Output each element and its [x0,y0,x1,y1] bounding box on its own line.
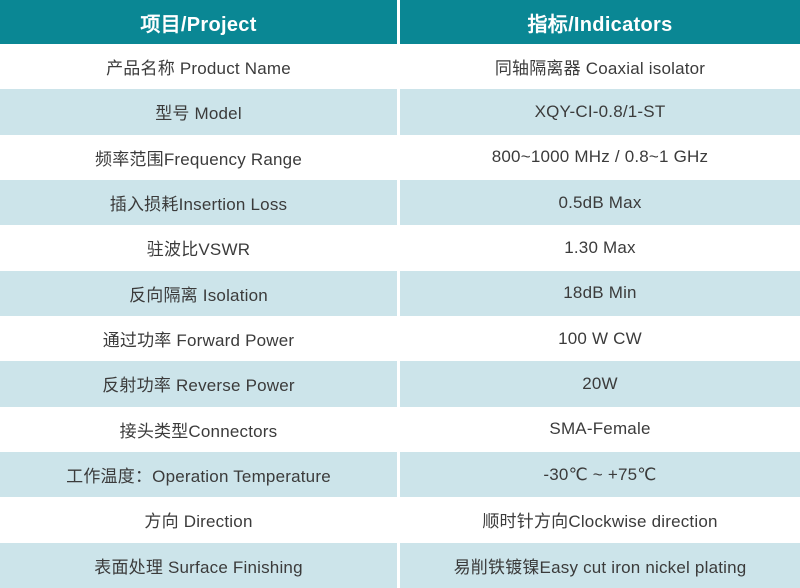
table-row: 型号 Model XQY-CI-0.8/1-ST [0,89,800,135]
table-row: 方向 Direction 顺时针方向Clockwise direction [0,497,800,543]
indicator-cell: 易削铁镀镍Easy cut iron nickel plating [453,557,747,577]
indicator-cell: 20W [582,373,618,393]
table-row: 接头类型Connectors SMA-Female [0,406,800,452]
project-cell: 方向 Direction [0,497,400,543]
table-row: 频率范围Frequency Range 800~1000 MHz / 0.8~1… [0,134,800,180]
project-cell: 通过功率 Forward Power [0,315,400,362]
table-row: 反射功率 Reverse Power 20W [0,361,800,407]
project-cell: 接头类型Connectors [0,406,400,452]
project-cell: 工作温度：Operation Temperature [0,451,400,498]
project-cell: 驻波比VSWR [0,225,400,271]
project-cell: 产品名称 Product Name [0,44,400,90]
indicator-cell: 顺时针方向Clockwise direction [482,512,718,532]
table-row: 反向隔离 Isolation 18dB Min [0,270,800,316]
indicator-cell: 800~1000 MHz / 0.8~1 GHz [491,147,709,167]
header-indicator-cell: 指标/Indicators [527,13,673,36]
table-row: 表面处理 Surface Finishing 易削铁镀镍Easy cut iro… [0,542,800,588]
indicator-cell: 18dB Min [563,283,637,303]
header-project-cell: 项目/Project [0,0,400,44]
indicator-cell: XQY-CI-0.8/1-ST [534,101,666,121]
project-cell: 反向隔离 Isolation [0,270,400,316]
indicator-cell: 1.30 Max [564,237,636,257]
indicator-cell: -30℃ ~ +75℃ [543,464,657,484]
project-cell: 表面处理 Surface Finishing [0,542,400,588]
indicator-cell: 同轴隔离器 Coaxial isolator [494,59,706,79]
table-header-row: 项目/Project 指标/Indicators [0,0,800,44]
project-cell: 插入损耗Insertion Loss [0,179,400,226]
indicator-cell: 0.5dB Max [558,192,642,212]
table-row: 工作温度：Operation Temperature -30℃ ~ +75℃ [0,451,800,498]
indicator-cell: SMA-Female [549,419,651,439]
project-cell: 反射功率 Reverse Power [0,361,400,407]
table-row: 产品名称 Product Name 同轴隔离器 Coaxial isolator [0,44,800,90]
project-cell: 频率范围Frequency Range [0,134,400,180]
table-row: 通过功率 Forward Power 100 W CW [0,315,800,362]
project-cell: 型号 Model [0,89,400,135]
table-row: 驻波比VSWR 1.30 Max [0,225,800,271]
table-row: 插入损耗Insertion Loss 0.5dB Max [0,179,800,226]
indicator-cell: 100 W CW [558,328,642,348]
